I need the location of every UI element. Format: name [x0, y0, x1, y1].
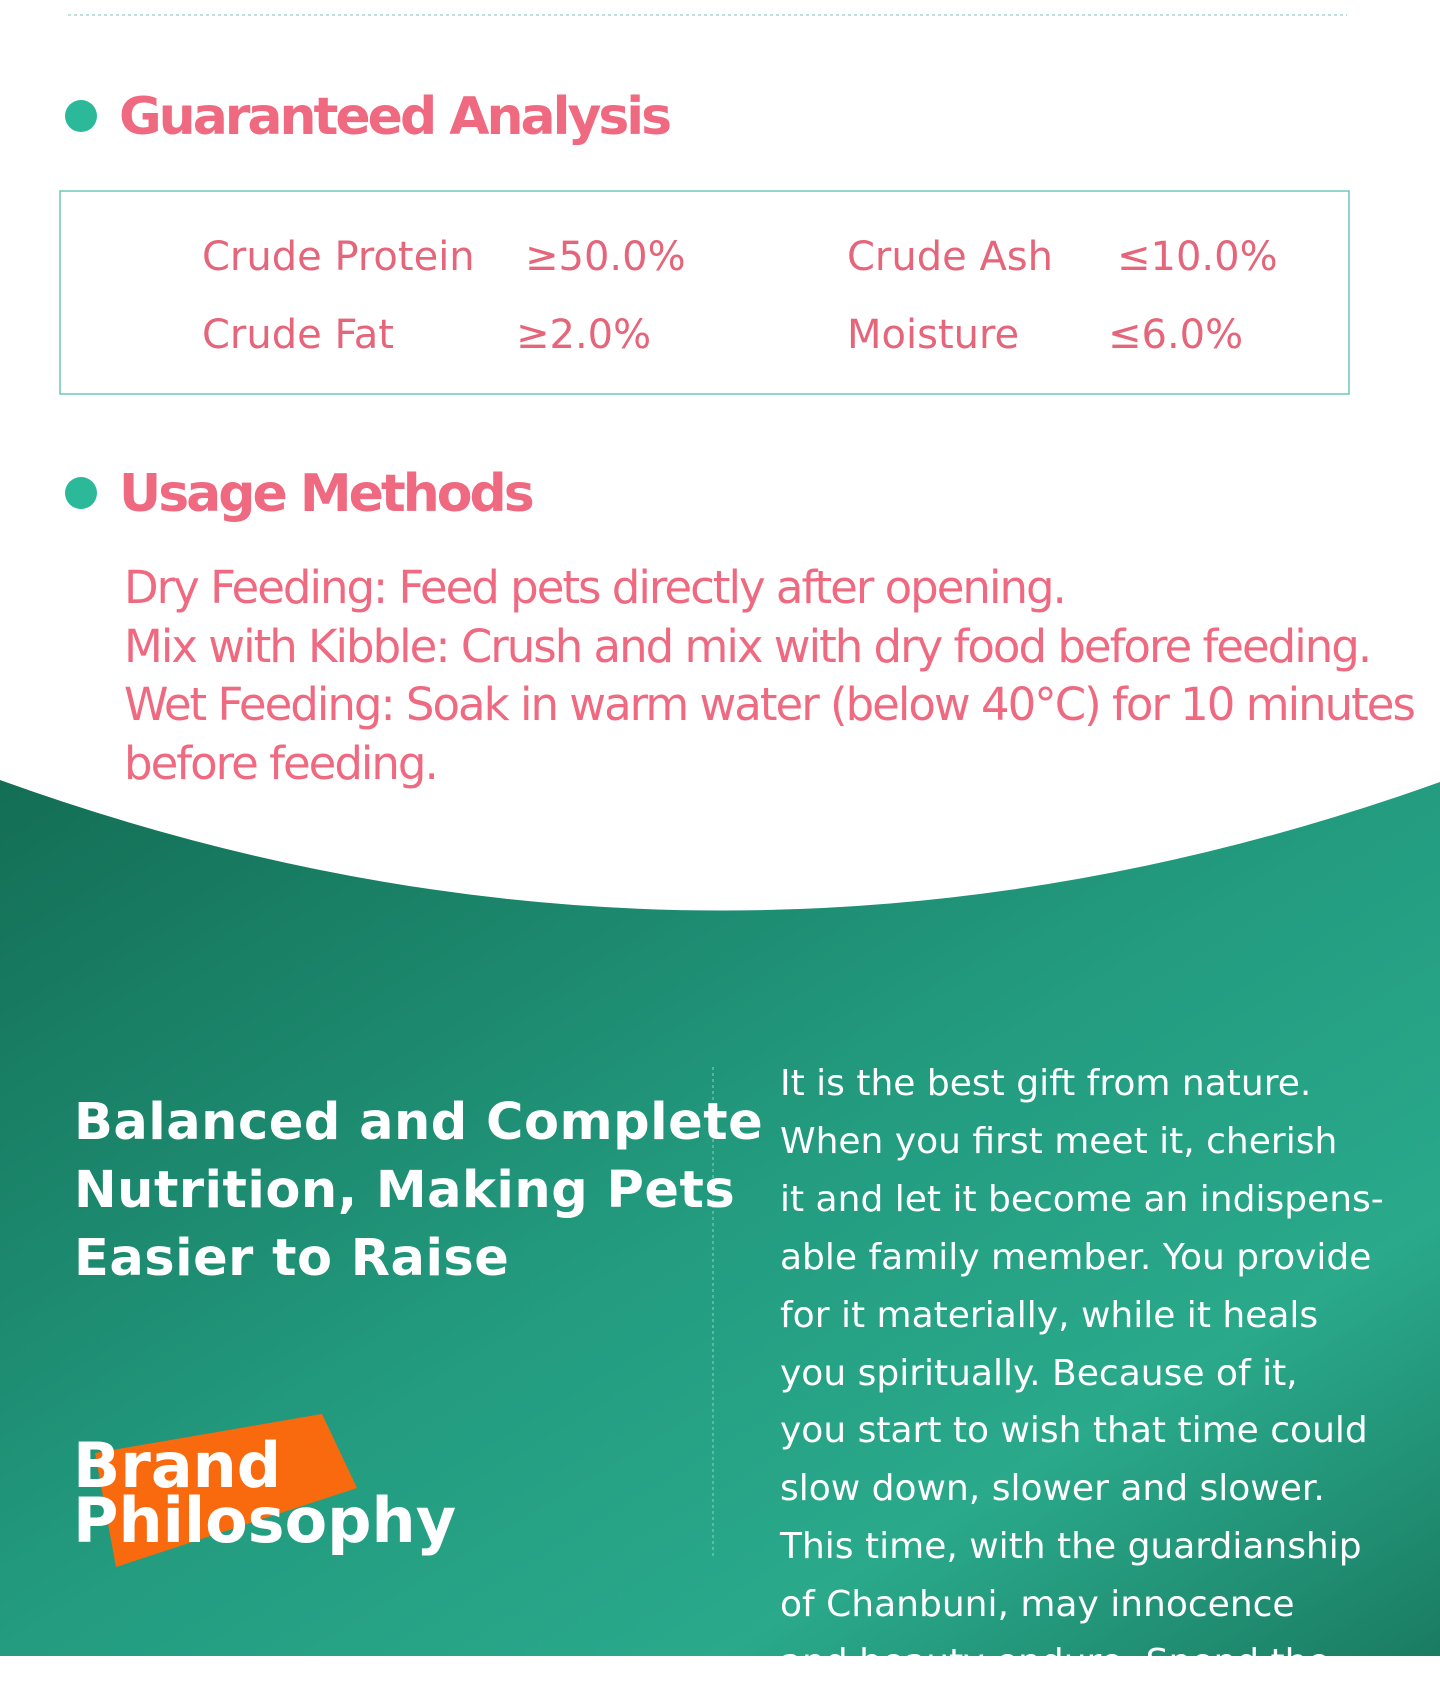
brand-paragraph: you start to wish that time could: [780, 1410, 1368, 1452]
section-title: Guaranteed Analysis: [119, 87, 672, 147]
brand-highlight: [95, 1414, 357, 1567]
brand-paragraph: you spiritually. Because of it,: [780, 1352, 1298, 1394]
brand-heading: Balanced and Complete: [74, 1093, 764, 1152]
analysis-value: ≤10.0%: [1117, 234, 1278, 280]
usage-line: Dry Feeding: Feed pets directly after op…: [124, 561, 1067, 614]
brand-paragraph: able family member. You provide: [780, 1236, 1372, 1278]
brand-paragraph: This time, with the guardianship: [780, 1526, 1362, 1568]
brand-label: Brand: [73, 1429, 282, 1502]
brand-paragraph: It is the best gift from nature.: [780, 1063, 1312, 1104]
analysis-label: Crude Protein: [202, 234, 475, 280]
analysis-value: ≤6.0%: [1108, 312, 1244, 358]
brand-paragraph: for it materially, while it heals: [780, 1294, 1319, 1336]
brand-paragraph: it and let it become an indispens-: [780, 1178, 1384, 1220]
analysis-box: [59, 190, 1350, 395]
bullet: [65, 477, 97, 509]
brand-paragraph: and beauty endure. Spend the: [780, 1642, 1330, 1683]
brand-paragraph: When you first meet it, cherish: [780, 1120, 1338, 1162]
analysis-label: Crude Fat: [202, 312, 394, 358]
bullet: [65, 100, 97, 132]
brand-label: Philosophy: [73, 1484, 457, 1557]
brand-heading: Nutrition, Making Pets: [74, 1161, 736, 1220]
page: Guaranteed Analysis Usage Methods Crude …: [0, 14, 1440, 1656]
brand-heading: Easier to Raise: [74, 1229, 510, 1288]
usage-line: Wet Feeding: Soak in warm water (below 4…: [124, 678, 1416, 732]
background: [0, 14, 1440, 1656]
analysis-label: Moisture: [847, 312, 1020, 358]
usage-line: before feeding.: [124, 736, 439, 790]
green-section: [0, 780, 1440, 1656]
analysis-label: Crude Ash: [847, 234, 1053, 280]
brand-paragraph: slow down, slower and slower.: [780, 1468, 1325, 1510]
section-title: Usage Methods: [119, 464, 535, 524]
analysis-value: ≥2.0%: [516, 312, 652, 358]
brand-paragraph: of Chanbuni, may innocence: [780, 1584, 1295, 1626]
usage-line: Mix with Kibble: Crush and mix with dry …: [124, 619, 1372, 673]
analysis-value: ≥50.0%: [525, 234, 686, 280]
